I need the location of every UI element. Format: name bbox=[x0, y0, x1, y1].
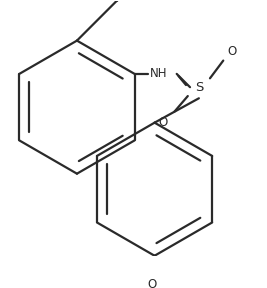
Text: O: O bbox=[227, 45, 237, 58]
Text: O: O bbox=[148, 278, 157, 288]
Text: S: S bbox=[195, 81, 203, 94]
Text: NH: NH bbox=[150, 67, 168, 80]
Text: O: O bbox=[159, 116, 168, 129]
